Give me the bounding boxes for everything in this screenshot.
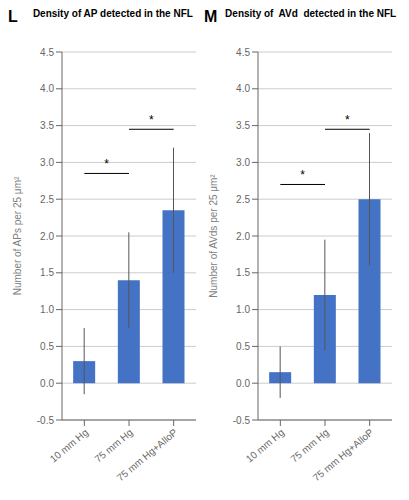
svg-text:2.0: 2.0	[40, 231, 54, 242]
svg-text:0.5: 0.5	[40, 341, 54, 352]
svg-text:4.0: 4.0	[40, 83, 54, 94]
svg-text:4.0: 4.0	[236, 83, 250, 94]
svg-text:Number of APs per 25 μm²: Number of APs per 25 μm²	[12, 176, 23, 295]
svg-text:Number of AVds per 25 μm²: Number of AVds per 25 μm²	[208, 174, 219, 298]
svg-text:10 mm Hg: 10 mm Hg	[48, 427, 90, 465]
html-text:Density of AVd detected in the: Density of AVd detected in the NFL	[225, 8, 397, 19]
svg-text:1.0: 1.0	[40, 304, 54, 315]
svg-text:2.5: 2.5	[236, 194, 250, 205]
svg-text:-0.5: -0.5	[233, 415, 251, 426]
svg-text:3.5: 3.5	[236, 120, 250, 131]
svg-text:1.5: 1.5	[236, 267, 250, 278]
svg-text:4.5: 4.5	[236, 47, 250, 58]
svg-text:0.0: 0.0	[40, 378, 54, 389]
svg-text:*: *	[104, 157, 109, 171]
svg-text:2.0: 2.0	[236, 231, 250, 242]
svg-text:0.5: 0.5	[236, 341, 250, 352]
svg-text:1.0: 1.0	[236, 304, 250, 315]
svg-text:*: *	[300, 168, 305, 182]
svg-text:75 mm Hg+AlloP: 75 mm Hg+AlloP	[115, 426, 180, 482]
svg-text:0.0: 0.0	[236, 378, 250, 389]
svg-text:*: *	[345, 113, 350, 127]
svg-text:4.5: 4.5	[40, 47, 54, 58]
svg-text:3.0: 3.0	[236, 157, 250, 168]
svg-text:75 mm Hg+AlloP: 75 mm Hg+AlloP	[311, 426, 376, 482]
svg-text:10 mm Hg: 10 mm Hg	[244, 427, 286, 465]
svg-text:1.5: 1.5	[40, 267, 54, 278]
svg-text:3.0: 3.0	[40, 157, 54, 168]
html-text:L: L	[8, 8, 18, 25]
svg-text:75 mm Hg: 75 mm Hg	[92, 427, 134, 465]
svg-text:2.5: 2.5	[40, 194, 54, 205]
svg-text:3.5: 3.5	[40, 120, 54, 131]
svg-text:*: *	[149, 113, 154, 127]
html-text:Density of AP detected in the: Density of AP detected in the NFL	[32, 8, 193, 19]
html-text:M: M	[204, 8, 218, 25]
svg-text:75 mm Hg: 75 mm Hg	[288, 427, 330, 465]
svg-text:-0.5: -0.5	[37, 415, 55, 426]
